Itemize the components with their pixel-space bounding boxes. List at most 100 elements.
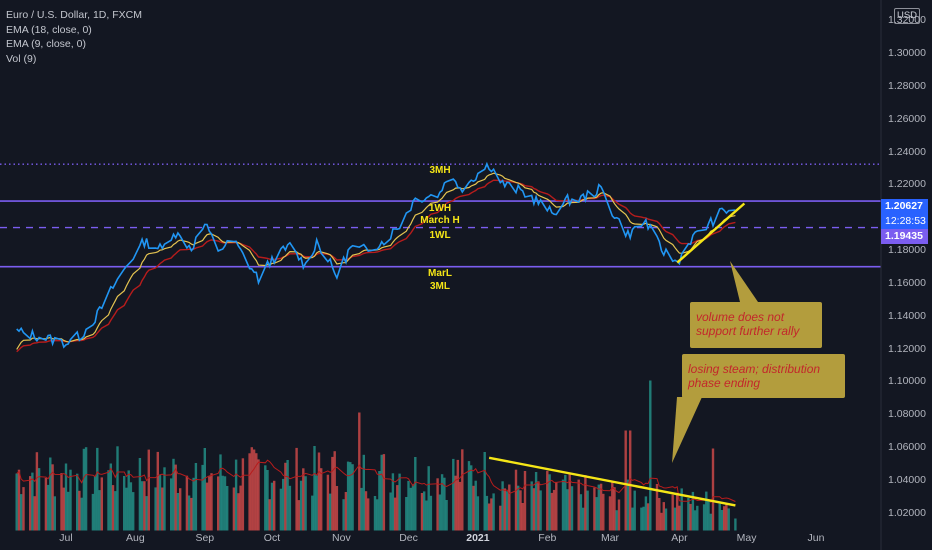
time-tick: Aug [126,532,145,544]
volume-bar [521,503,524,531]
time-tick: Mar [600,532,620,544]
currency-button[interactable]: USD [894,8,920,24]
volume-bar [548,474,551,531]
price-tick: 1.18000 [888,244,926,257]
volume-bar [49,457,52,531]
price-tick: 1.28000 [888,80,926,93]
volume-bar [718,503,721,531]
volume-bar [313,446,316,531]
volume-bar [342,499,345,531]
volume-bar [720,510,724,531]
volume-bar [170,478,173,531]
volume-bar [44,477,48,531]
volume-bar [179,488,182,531]
volume-bar [132,492,135,531]
volume-bar [317,452,321,531]
volume-bar [35,452,39,531]
time-tick: Jun [807,532,825,544]
volume-bar [396,485,399,531]
volume-bar [15,473,18,531]
volume-bar [514,469,518,531]
countdown-label: 12:28:53 [881,214,928,229]
volume-bar [391,473,395,531]
ema9-line [16,172,736,350]
volume-bar [693,510,697,531]
volume-bar [100,477,103,531]
volume-bar [22,487,25,531]
volume-bar [470,465,473,531]
volume-bar [474,480,477,531]
ema18-line [16,179,736,353]
volume-bar [561,479,565,531]
volume-bar [552,489,556,531]
volume-bar [37,468,41,531]
volume-bar [707,500,710,531]
volume-ma-line [16,459,736,504]
volume-bar [389,492,392,531]
volume-bar [461,449,464,531]
volume-bar [252,449,256,531]
volume-bar [414,457,417,531]
volume-bar [454,475,457,531]
volume-note[interactable]: volume does not support further rally [690,302,822,348]
volume-bar [523,471,527,531]
volume-bar [127,470,130,531]
volume-bar [407,480,410,531]
volume-bar [646,503,650,531]
volume-bar [532,488,536,531]
volume-bar [284,462,287,531]
price-tick: 1.14000 [888,309,926,322]
volume-bar [373,496,377,531]
level-label-marl: MarL [428,268,452,279]
volume-bar [487,503,491,531]
volume-bar [268,499,271,531]
volume-bar [483,452,486,531]
volume-bar [425,500,428,531]
price-tick: 1.06000 [888,440,926,453]
volume-bar [172,458,175,531]
volume-bar [250,447,253,531]
ema18-legend[interactable]: EMA (18, close, 0) [6,23,92,36]
volume-bar [705,491,708,531]
volume-bar [505,491,509,531]
time-tick: Feb [538,532,557,544]
volume-bar [613,487,616,531]
volume-bar [20,494,23,531]
price-trendline[interactable] [676,202,746,264]
symbol-title[interactable]: Euro / U.S. Dollar, 1D, FXCM [6,9,142,21]
volume-bar [485,495,489,531]
volume-bar [62,487,65,531]
volume-bar [123,476,126,531]
volume-bar [702,504,706,531]
volume-trendline[interactable] [488,456,736,507]
volume-bar [584,475,587,531]
volume-bar [346,461,350,531]
volume-bar [611,481,614,531]
volume-bar [539,490,542,531]
volume-bar [299,480,303,531]
volume-legend[interactable]: Vol (9) [6,52,37,65]
volume-bar [626,479,630,531]
volume-bar [266,470,269,531]
volume-bar [534,472,538,531]
volume-bar [174,464,177,531]
volume-bar [608,496,612,531]
volume-bar [456,459,459,531]
price-tick: 1.12000 [888,342,926,355]
volume-bar [125,487,128,531]
volume-bar [687,498,690,531]
steam-note[interactable]: losing steam; distribution phase ending [682,354,845,398]
volume-bar [140,481,144,531]
volume-bar [331,456,334,531]
volume-bar [436,478,439,531]
volume-bar [564,474,567,531]
volume-bar [678,505,681,531]
volume-bar [295,447,298,531]
volume-bar [129,482,133,531]
ema9-legend[interactable]: EMA (9, close, 0) [6,38,86,50]
volume-bar [116,446,119,531]
price-tick: 1.08000 [888,408,926,421]
volume-bar [644,496,648,531]
